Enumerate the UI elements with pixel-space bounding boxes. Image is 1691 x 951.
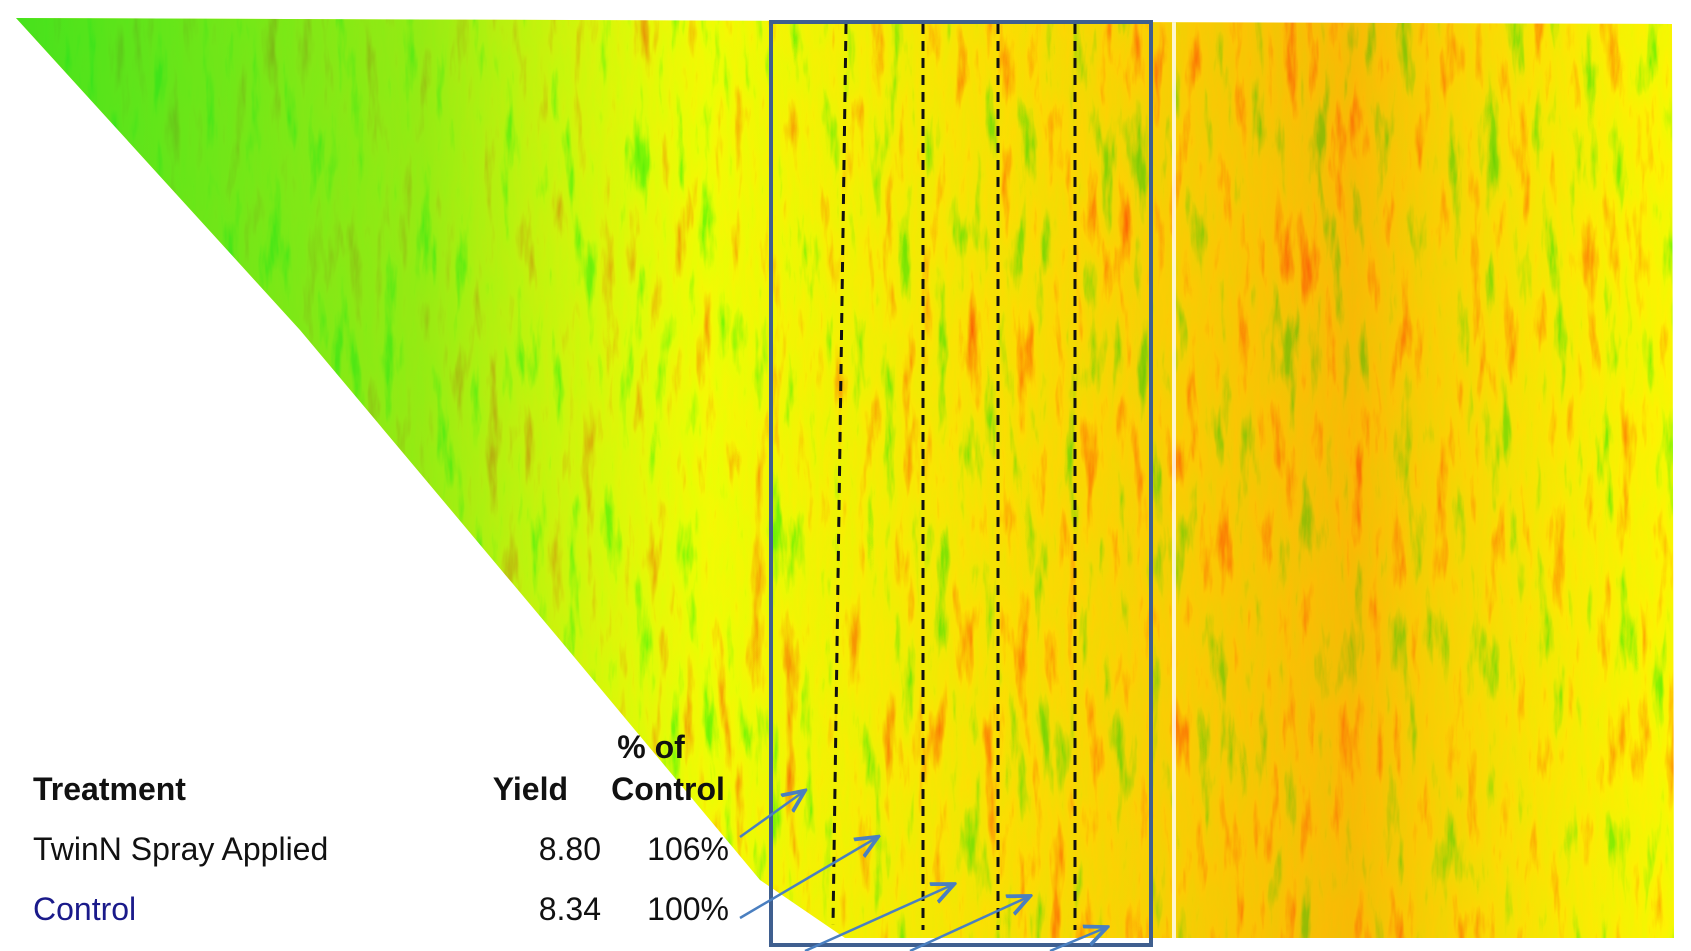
arrow [804, 885, 952, 951]
row-pct: 100% [647, 891, 729, 927]
trial-box [769, 20, 1153, 947]
arrow [739, 792, 803, 839]
field-gap [1172, 20, 1176, 938]
header-pct: Control [611, 771, 725, 807]
header-pct: % of [617, 729, 685, 765]
header-yield: Yield [493, 771, 568, 807]
arrow [1049, 928, 1105, 951]
arrow [739, 838, 876, 920]
strip-line [831, 23, 848, 926]
row-pct: 106% [647, 831, 729, 867]
row-treatment: Control [33, 891, 136, 927]
row-yield: 8.34 [539, 891, 601, 927]
strip-dividers [831, 23, 1077, 930]
row-treatment: TwinN Spray Applied [33, 831, 328, 867]
header-treatment: Treatment [33, 771, 186, 807]
results-table: Treatment Yield % of Control TwinN Spray… [33, 729, 729, 927]
strip-arrows [739, 792, 1105, 951]
row-yield: 8.80 [539, 831, 601, 867]
arrow [909, 897, 1028, 951]
